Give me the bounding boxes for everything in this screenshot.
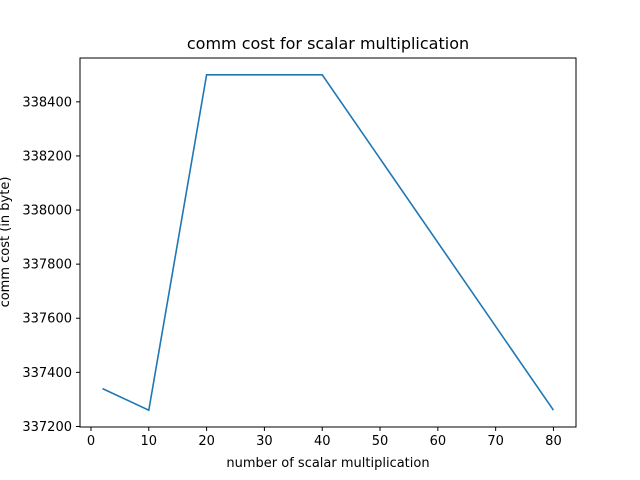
x-tick-label: 30: [256, 434, 273, 449]
x-tick-label: 40: [314, 434, 331, 449]
x-tick-label: 70: [487, 434, 504, 449]
x-axis-label: number of scalar multiplication: [226, 456, 429, 471]
series-line-0: [102, 73, 555, 412]
x-tick-label: 50: [372, 434, 389, 449]
y-axis-label: comm cost (in byte): [0, 177, 13, 308]
x-axis: 0 10 20 30 40 50 60 70 80: [87, 427, 562, 449]
y-axis: 337200 337400 337600 337800 338000 338200 3384…: [22, 95, 80, 435]
x-tick-label: 20: [198, 434, 215, 449]
y-tick-label: 337800: [22, 258, 72, 273]
y-tick-label: 337600: [22, 312, 72, 327]
y-tick-label: 337200: [22, 420, 72, 435]
y-tick-label: 338000: [22, 204, 72, 219]
y-tick-label: 338200: [22, 149, 72, 164]
y-tick-label: 338400: [22, 95, 72, 110]
x-tick-label: 0: [87, 434, 95, 449]
plot-frame: [79, 57, 577, 428]
x-tick-label: 60: [430, 434, 447, 449]
x-tick-label: 10: [141, 434, 158, 449]
chart-title: comm cost for scalar multiplication: [187, 34, 469, 53]
x-tick-label: 80: [545, 434, 562, 449]
y-tick-label: 337400: [22, 366, 72, 381]
series-layer: [102, 73, 555, 412]
